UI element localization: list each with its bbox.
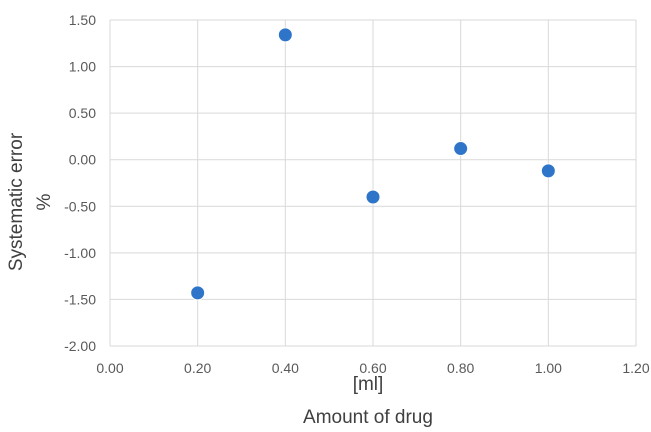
x-axis-unit-label: [ml] (353, 374, 384, 395)
x-tick-label: 0.40 (272, 360, 299, 376)
y-tick-label: 1.00 (69, 59, 96, 75)
y-tick-label: -1.00 (64, 245, 96, 261)
y-tick-labels: 1.50 1.00 0.50 0.00 -0.50 -1.00 -1.50 -2.00 (64, 12, 96, 354)
x-tick-label: 0.20 (184, 360, 211, 376)
y-axis-label: Systematic error (6, 132, 27, 271)
data-point (277, 27, 293, 43)
y-axis-unit-label: % (34, 193, 55, 210)
data-point (365, 189, 381, 205)
data-point (453, 141, 469, 157)
x-tick-label: 0.60 (359, 360, 386, 376)
x-tick-label: 1.00 (535, 360, 562, 376)
gridlines (109, 19, 637, 347)
x-axis-label: Amount of drug (303, 407, 433, 428)
data-point (190, 285, 206, 301)
data-points (190, 27, 556, 301)
data-point (540, 163, 556, 179)
x-tick-label: 0.00 (96, 360, 123, 376)
x-tick-label: 1.20 (622, 360, 649, 376)
y-tick-label: -2.00 (64, 338, 96, 354)
y-tick-label: 0.50 (69, 105, 96, 121)
x-tick-label: 0.80 (447, 360, 474, 376)
y-tick-label: 1.50 (69, 12, 96, 28)
y-tick-label: -0.50 (64, 198, 96, 214)
y-tick-label: -1.50 (64, 291, 96, 307)
x-tick-labels: 0.00 0.20 0.40 0.60 0.80 1.00 1.20 (96, 360, 649, 376)
y-tick-label: 0.00 (69, 152, 96, 168)
